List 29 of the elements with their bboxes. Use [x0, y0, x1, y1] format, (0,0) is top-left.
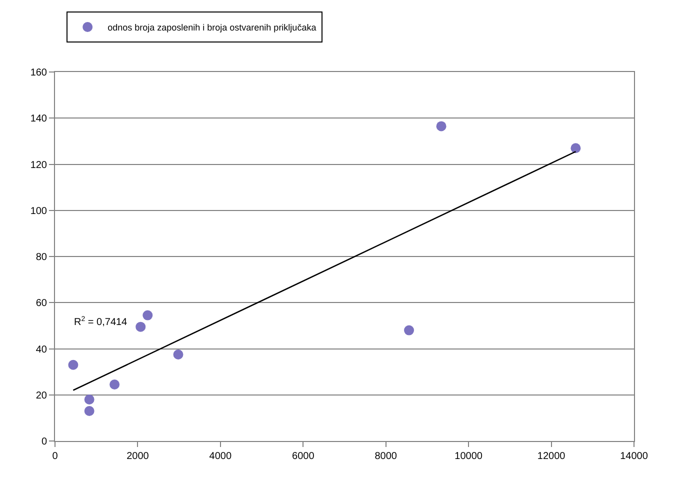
- point: [404, 325, 414, 336]
- legend-label: odnos broja zaposlenih i broja ostvarenih priključaka: [108, 22, 316, 32]
- y-tick-label: 160: [30, 68, 48, 78]
- y-tick-label: 140: [30, 114, 48, 125]
- point: [84, 394, 94, 404]
- x-tick-label: 10000: [454, 451, 483, 462]
- annotation: R$^{2}$ = 0,7414: [74, 316, 128, 328]
- y-tick-label: 120: [30, 160, 48, 171]
- point: [436, 121, 446, 132]
- point: [84, 406, 94, 416]
- y-tick-label: 0: [41, 436, 48, 448]
- x-tick-label: 14000: [620, 451, 648, 462]
- point: [142, 310, 153, 320]
- point: [68, 360, 78, 370]
- x-tick-label: 12000: [537, 451, 566, 462]
- point: [570, 143, 581, 154]
- y-tick-label: 80: [36, 252, 48, 263]
- y-tick-label: 20: [36, 390, 48, 402]
- point: [136, 322, 146, 332]
- x-tick-label: 8000: [374, 451, 398, 462]
- x-tick-label: 2000: [126, 451, 150, 462]
- y-tick-label: 40: [36, 344, 48, 356]
- point: [173, 350, 184, 360]
- x-tick-label: 4000: [209, 451, 232, 462]
- y-tick-label: 60: [36, 298, 48, 310]
- point: [110, 380, 120, 390]
- x-tick-label: 6000: [292, 451, 315, 462]
- y-tick-label: 100: [30, 206, 48, 217]
- x-tick-label: 0: [52, 451, 58, 462]
